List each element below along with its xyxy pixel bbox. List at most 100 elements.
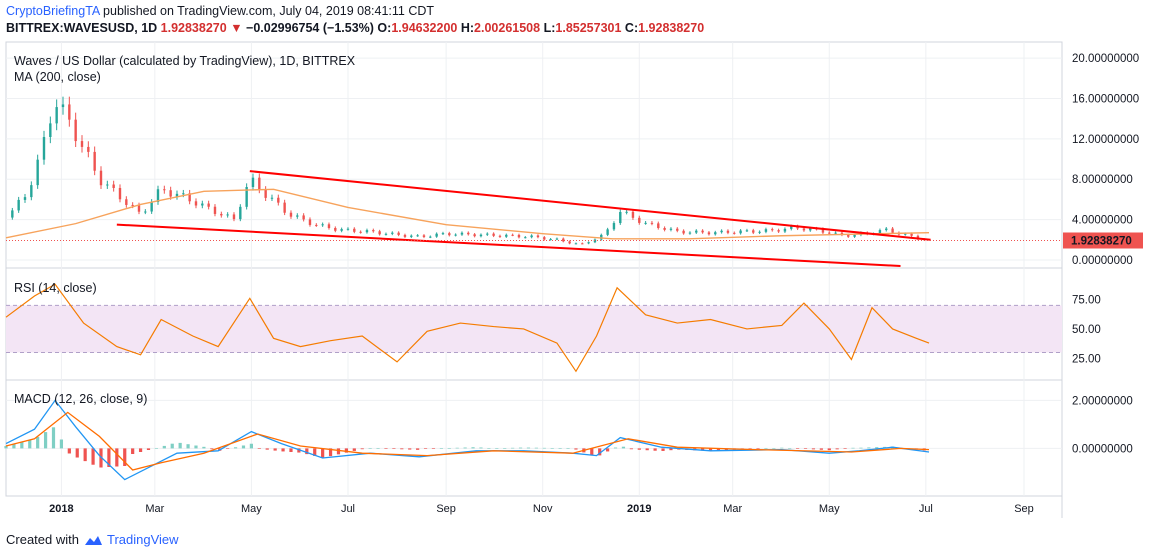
candle (834, 232, 837, 234)
candle (916, 235, 920, 240)
macd-indicator-label: MACD (12, 26, close, 9) (14, 392, 147, 406)
macd-histogram-bar (146, 448, 151, 450)
candle (891, 228, 894, 233)
change-arrow-icon: ▼ (230, 21, 243, 35)
candle (226, 214, 229, 216)
candle (505, 234, 508, 237)
price-pane-title: Waves / US Dollar (calculated by Trading… (14, 54, 356, 68)
x-tick-label: 2019 (627, 503, 651, 515)
macd-histogram-bar (859, 447, 863, 449)
price-tick-label: 4.00000000 (1072, 215, 1133, 227)
candle (809, 228, 812, 231)
candle (790, 226, 793, 229)
candle (454, 234, 457, 236)
candle (619, 211, 622, 224)
macd-histogram-bar (154, 448, 159, 449)
macd-histogram-bar (574, 448, 578, 450)
macd-histogram-bar (471, 447, 475, 449)
candle (125, 199, 128, 205)
high-value: 2.00261508 (474, 21, 541, 35)
candle (277, 197, 280, 203)
macd-histogram-bar (226, 448, 230, 449)
macd-histogram-bar (645, 448, 649, 451)
candle (308, 219, 312, 225)
macd-histogram-bar (305, 448, 309, 455)
macd-line (5, 399, 930, 481)
macd-histogram-bar (313, 448, 317, 456)
macd-histogram-bar (400, 448, 404, 450)
author-link[interactable]: CryptoBriefingTA (6, 4, 100, 18)
candle (568, 241, 571, 244)
macd-histogram-bar (249, 443, 253, 449)
candle (821, 228, 825, 233)
price-tick-label: 0.00000000 (1072, 255, 1133, 267)
macd-histogram-bar (637, 448, 641, 450)
macd-histogram-bar (764, 448, 768, 449)
price-tick-label: 16.00000000 (1072, 93, 1139, 105)
candle (587, 242, 590, 244)
macd-histogram-bar (661, 448, 665, 451)
candle (61, 104, 65, 108)
candle (372, 230, 375, 232)
candle (638, 217, 641, 223)
macd-tick-label: 0.00000000 (1072, 443, 1133, 455)
candle (688, 232, 692, 234)
candle (600, 234, 603, 240)
macd-pane[interactable] (4, 399, 930, 481)
macd-histogram-bar (867, 447, 871, 449)
macd-histogram-bar (495, 448, 499, 449)
candle (758, 231, 761, 233)
candle (87, 146, 90, 152)
price-pane[interactable]: 1.92838270 (5, 96, 1143, 268)
macd-histogram-bar (503, 448, 507, 449)
rsi-indicator-label: RSI (14, close) (14, 281, 97, 295)
macd-histogram-bar (123, 448, 127, 466)
candle (106, 184, 109, 186)
candle (796, 226, 799, 229)
candle (112, 184, 115, 188)
macd-histogram-bar (526, 447, 531, 449)
last-price-tag-label: 1.92838270 (1071, 235, 1132, 247)
macd-histogram-bar (138, 448, 143, 452)
candle (194, 201, 198, 206)
candle (340, 229, 343, 231)
candle (517, 234, 521, 238)
macd-histogram-bar (408, 448, 412, 450)
macd-histogram-bar (273, 448, 277, 451)
candle (467, 232, 470, 235)
macd-histogram-bar (796, 448, 800, 449)
candle (543, 237, 546, 240)
candle (270, 197, 274, 199)
candle (156, 189, 160, 202)
tradingview-cloud-icon (84, 535, 102, 545)
macd-histogram-bar (534, 447, 538, 449)
macd-histogram-bar (772, 448, 776, 449)
candle (625, 211, 628, 213)
macd-histogram-bar (392, 448, 396, 449)
macd-histogram-bar (542, 447, 546, 449)
rsi-pane[interactable] (5, 283, 1062, 373)
x-tick-label: May (819, 503, 840, 515)
candle (11, 210, 14, 218)
candle (783, 228, 787, 232)
macd-histogram-bar (748, 448, 752, 450)
rsi-tick-label: 75.00 (1072, 295, 1101, 307)
candle (49, 123, 52, 138)
macd-histogram-bar (518, 447, 523, 449)
macd-histogram-bar (511, 447, 515, 449)
candle (448, 233, 451, 236)
candle (777, 230, 780, 232)
candle (55, 107, 58, 124)
candle (163, 189, 166, 191)
macd-histogram-bar (613, 447, 618, 449)
macd-histogram-bar (186, 444, 190, 449)
tradingview-brand[interactable]: TradingView (106, 532, 179, 547)
candle (802, 228, 806, 231)
candle (904, 233, 907, 235)
macd-histogram-bar (843, 448, 847, 449)
x-tick-label: Sep (436, 503, 456, 515)
candle (631, 211, 635, 218)
price-tick-label: 12.00000000 (1072, 134, 1139, 146)
ma200-line (5, 188, 930, 240)
